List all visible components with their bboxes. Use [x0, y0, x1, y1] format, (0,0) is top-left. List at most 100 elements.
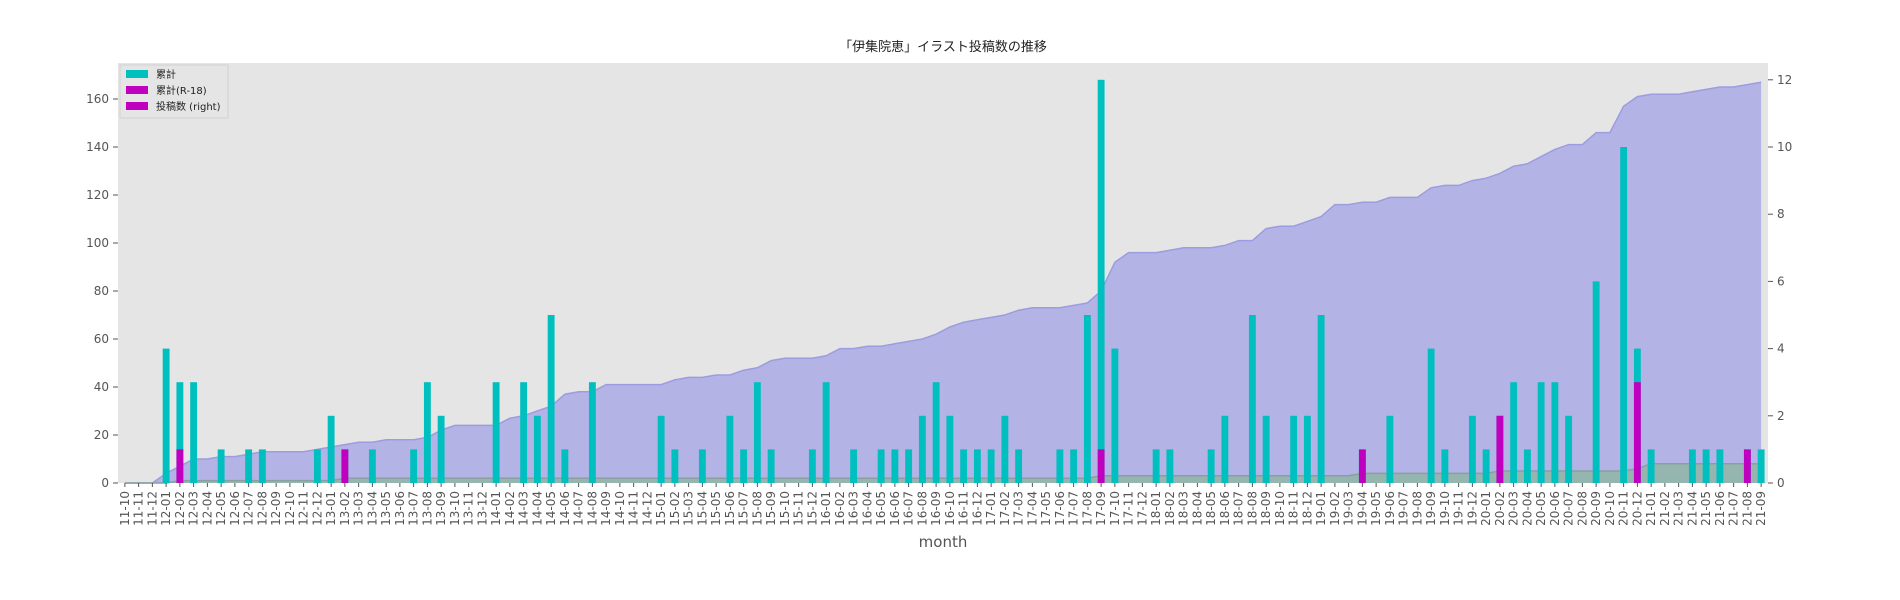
legend-label: 累計 [156, 68, 176, 81]
x-tick-label: 13-09 [434, 491, 448, 526]
bar-posts-18-11 [1290, 415, 1298, 483]
legend-swatch [126, 102, 148, 110]
x-tick-label: 14-04 [530, 491, 544, 526]
x-tick-label: 17-01 [984, 491, 998, 526]
x-tick-label: 17-12 [1135, 491, 1149, 526]
x-tick-label: 17-03 [1012, 491, 1026, 526]
x-tick-label: 11-10 [118, 491, 132, 526]
bar-posts-13-09 [437, 415, 445, 483]
bar-posts-20-05 [1537, 382, 1545, 483]
x-tick-label: 20-05 [1534, 491, 1548, 526]
y-right-tick-label: 8 [1777, 207, 1785, 221]
x-tick-label: 13-07 [407, 491, 421, 526]
x-tick-label: 18-06 [1218, 491, 1232, 526]
bar-posts-16-11 [960, 449, 968, 483]
x-tick-label: 16-08 [915, 491, 929, 526]
y-left-tick-label: 100 [86, 236, 109, 250]
x-tick-label: 17-05 [1039, 491, 1053, 526]
x-tick-label: 12-02 [173, 491, 187, 526]
x-tick-label: 13-01 [324, 491, 338, 526]
bar-posts-15-04 [698, 449, 706, 483]
bar-posts-14-01 [492, 382, 500, 483]
bar-posts-r18-13-02 [341, 449, 349, 483]
x-tick-label: 19-03 [1342, 491, 1356, 526]
x-tick-label: 19-01 [1314, 491, 1328, 526]
x-tick-label: 12-10 [283, 491, 297, 526]
bar-posts-21-06 [1716, 449, 1724, 483]
x-tick-label: 21-07 [1727, 491, 1741, 526]
x-tick-label: 15-11 [792, 491, 806, 526]
x-tick-label: 14-07 [572, 491, 586, 526]
x-tick-label: 19-10 [1438, 491, 1452, 526]
x-tick-label: 18-01 [1149, 491, 1163, 526]
x-tick-label: 15-09 [764, 491, 778, 526]
x-tick-label: 18-07 [1232, 491, 1246, 526]
legend-swatch [126, 70, 148, 78]
x-tick-label: 21-02 [1658, 491, 1672, 526]
x-tick-label: 13-06 [393, 491, 407, 526]
x-tick-label: 15-12 [805, 491, 819, 526]
bar-posts-16-10 [946, 415, 954, 483]
y-axis-left: 0 20 40 60 80 100 120 140 160 [86, 92, 118, 490]
bar-posts-15-09 [767, 449, 775, 483]
x-tick-label: 13-03 [352, 491, 366, 526]
x-tick-label: 12-11 [297, 491, 311, 526]
x-tick-label: 15-02 [668, 491, 682, 526]
x-tick-label: 20-02 [1493, 491, 1507, 526]
x-tick-label: 15-01 [654, 491, 668, 526]
x-tick-label: 16-11 [957, 491, 971, 526]
x-tick-label: 17-02 [998, 491, 1012, 526]
x-tick-label: 14-03 [517, 491, 531, 526]
bar-posts-18-02 [1166, 449, 1174, 483]
y-left-tick-label: 80 [94, 284, 109, 298]
bar-posts-20-07 [1565, 415, 1573, 483]
bar-posts-14-03 [520, 382, 528, 483]
x-tick-label: 14-02 [503, 491, 517, 526]
x-tick-label: 15-10 [778, 491, 792, 526]
x-tick-label: 14-11 [627, 491, 641, 526]
x-axis-label: month [919, 533, 968, 551]
legend-swatch [126, 86, 148, 94]
bar-posts-12-07 [245, 449, 253, 483]
x-tick-label: 15-06 [723, 491, 737, 526]
bar-posts-14-08 [588, 382, 596, 483]
bar-posts-12-03 [190, 382, 198, 483]
x-tick-label: 11-11 [132, 491, 146, 526]
bar-posts-18-01 [1152, 449, 1160, 483]
x-tick-label: 15-03 [682, 491, 696, 526]
x-tick-label: 15-05 [709, 491, 723, 526]
bar-posts-14-06 [561, 449, 569, 483]
bar-posts-18-06 [1221, 415, 1229, 483]
bar-posts-15-07 [740, 449, 748, 483]
bar-posts-r18-19-04 [1358, 449, 1366, 483]
bar-posts-20-04 [1523, 449, 1531, 483]
bar-posts-r18-17-09 [1097, 449, 1105, 483]
x-tick-label: 18-11 [1287, 491, 1301, 526]
bar-posts-16-03 [850, 449, 858, 483]
x-tick-label: 16-06 [888, 491, 902, 526]
line-cumulative [124, 81, 1762, 484]
x-tick-label: 20-01 [1479, 491, 1493, 526]
x-tick-label: 19-02 [1328, 491, 1342, 526]
bar-posts-17-10 [1111, 348, 1119, 483]
bar-posts-15-08 [753, 382, 761, 483]
x-tick-label: 17-09 [1094, 491, 1108, 526]
x-tick-label: 20-04 [1520, 491, 1534, 526]
bar-posts-18-08 [1248, 315, 1256, 483]
bar-posts-r18-20-02 [1496, 415, 1504, 483]
bar-posts-16-01 [822, 382, 830, 483]
x-tick-label: 17-10 [1108, 491, 1122, 526]
bar-posts-17-07 [1070, 449, 1078, 483]
x-tick-label: 16-02 [833, 491, 847, 526]
x-tick-label: 14-08 [585, 491, 599, 526]
x-tick-label: 12-12 [310, 491, 324, 526]
y-left-tick-label: 60 [94, 332, 109, 346]
bar-posts-14-05 [547, 315, 555, 483]
x-tick-label: 12-03 [187, 491, 201, 526]
x-tick-label: 18-04 [1190, 491, 1204, 526]
x-tick-label: 20-03 [1507, 491, 1521, 526]
bar-posts-21-04 [1688, 449, 1696, 483]
x-tick-label: 14-05 [544, 491, 558, 526]
